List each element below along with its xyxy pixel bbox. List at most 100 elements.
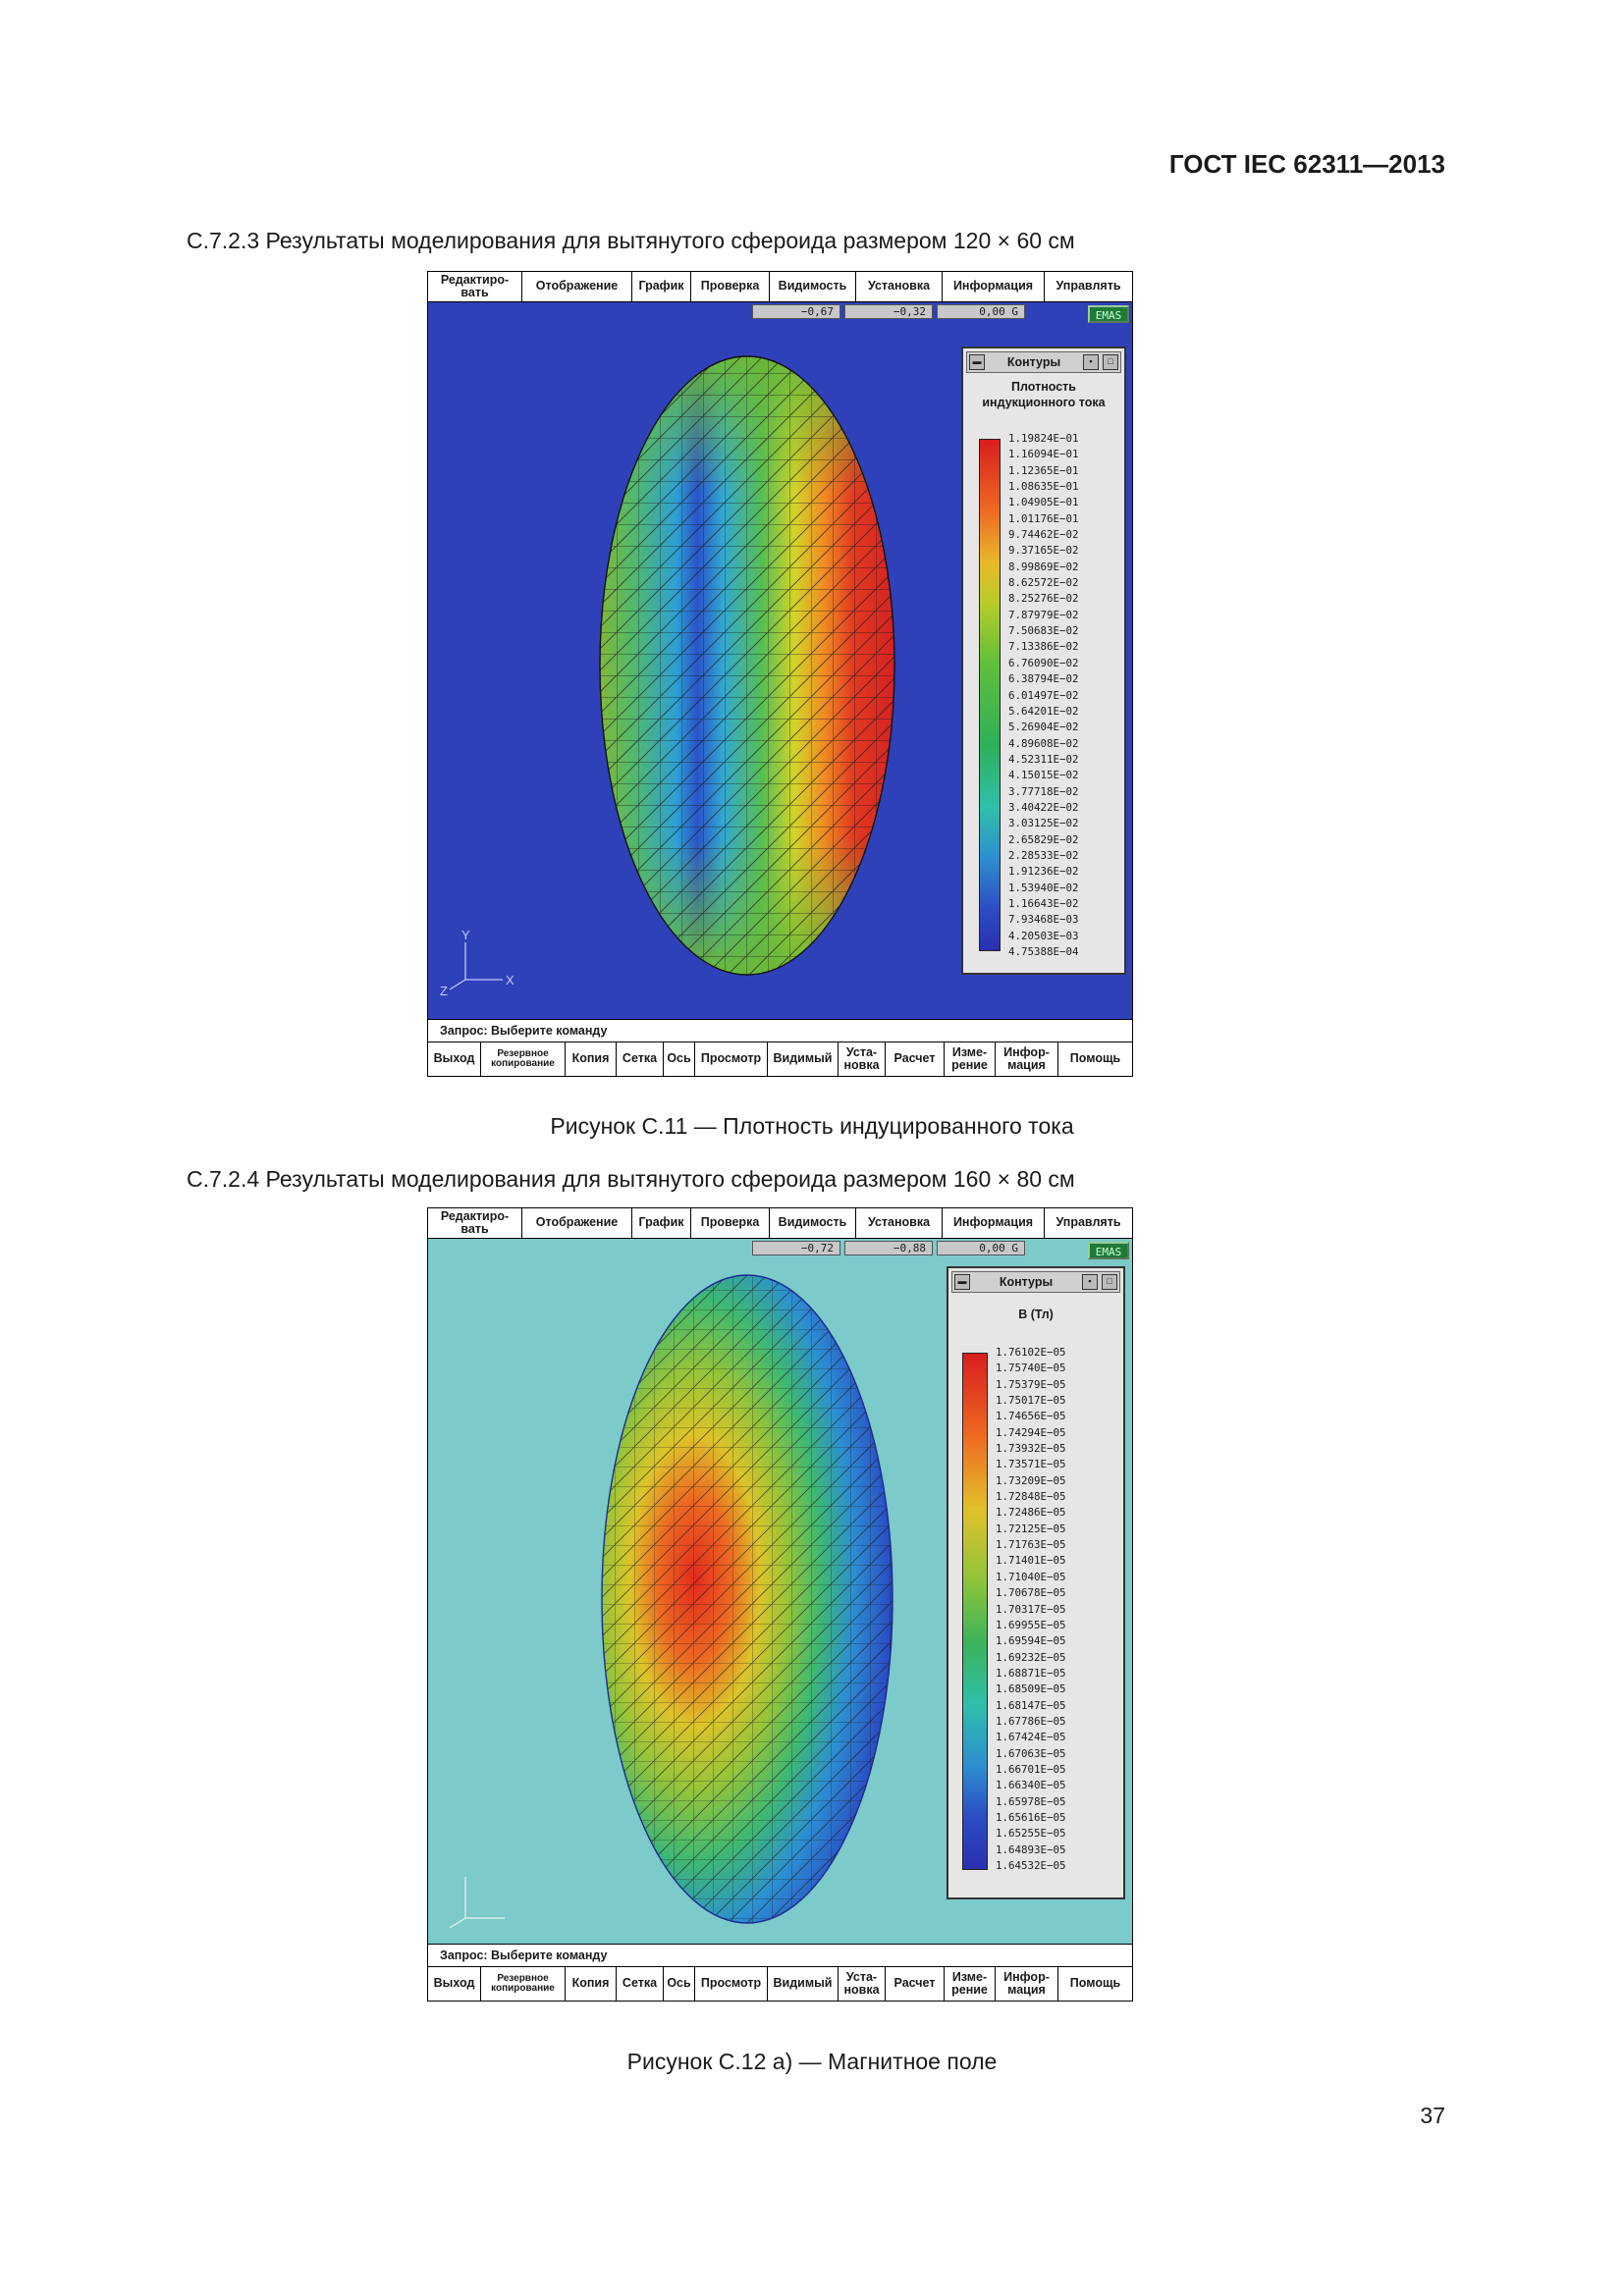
scale-label: 1.72848E−05 [996, 1490, 1066, 1504]
menu-visibility[interactable]: Видимость [770, 272, 856, 301]
color-scale: 1.76102E−05 1.75740E−05 1.75379E−05 1.75017… [962, 1345, 1066, 1874]
figure-caption-2: Рисунок С.12 а) — Магнитное поле [626, 2049, 998, 2074]
color-scale-bar [979, 439, 1001, 951]
menu-settings[interactable]: Установка [856, 1208, 943, 1238]
scale-label: 2.65829E−02 [1008, 832, 1079, 846]
scale-label: 1.01176E−01 [1008, 511, 1079, 525]
menu-graph[interactable]: График [632, 272, 691, 301]
cmd-setup-button[interactable]: Уста-новка [839, 1042, 886, 1076]
contours-panel: ▬ Контуры ▪ □ Плотность индукционного ток… [961, 347, 1126, 975]
cmd-calculate-button[interactable]: Расчет [886, 1042, 945, 1076]
menu-display[interactable]: Отображение [522, 272, 632, 301]
panel-menu-icon[interactable]: ▬ [969, 354, 985, 370]
scale-label: 1.71040E−05 [996, 1570, 1066, 1583]
axis-label-x: X [506, 973, 514, 988]
scale-label: 8.62572E−02 [1008, 576, 1079, 590]
menu-control[interactable]: Управлять [1056, 279, 1121, 294]
menu-bar: Редактиро-вать Отображение График Провер… [428, 272, 1132, 302]
color-scale: 1.19824E−01 1.16094E−01 1.12365E−01 1.08635… [979, 431, 1079, 960]
cmd-grid-button[interactable]: Сетка [617, 1967, 664, 2001]
cmd-info-button[interactable]: Инфор-мация [996, 1042, 1058, 1076]
cmd-backup-button[interactable]: Резервное копирование [481, 1967, 566, 2001]
section-heading-2: С.7.2.4 Результаты моделирования для выт… [187, 1166, 1075, 1192]
scale-label: 1.72486E−05 [996, 1506, 1066, 1520]
scale-label: 1.04905E−01 [1008, 496, 1079, 509]
scale-label: 1.73209E−05 [996, 1473, 1066, 1487]
menu-check[interactable]: Проверка [691, 272, 770, 301]
scale-label: 7.50683E−02 [1008, 624, 1079, 638]
viewport-3d[interactable]: −0,72 −0,88 0,00 G EMAS [428, 1239, 1132, 1945]
cmd-copy-button[interactable]: Копия [566, 1042, 617, 1076]
cmd-view-button[interactable]: Просмотр [695, 1967, 768, 2001]
menu-display[interactable]: Отображение [522, 1208, 632, 1238]
cmd-measure-button[interactable]: Изме-рение [945, 1967, 996, 2001]
scale-label: 1.66340E−05 [996, 1779, 1066, 1792]
menu-information[interactable]: Информация [943, 1208, 1045, 1238]
menu-graph[interactable]: График [632, 1208, 691, 1238]
coord-x: −0,67 [752, 304, 840, 319]
scale-label: 1.69232E−05 [996, 1650, 1066, 1664]
menu-control[interactable]: Управлять [1056, 1215, 1121, 1230]
cmd-visible-button[interactable]: Видимый [768, 1967, 839, 2001]
menu-check[interactable]: Проверка [691, 1208, 770, 1238]
viewport-3d[interactable]: −0,67 −0,32 0,00 G EMAS [428, 302, 1132, 1020]
axis-label-y: Y [461, 931, 470, 942]
emas-logo: EMAS [1088, 305, 1129, 323]
scale-label: 1.71401E−05 [996, 1554, 1066, 1568]
menu-edit[interactable]: Редактиро-вать [428, 1208, 522, 1238]
scale-label: 5.26904E−02 [1008, 721, 1079, 734]
cmd-backup-button[interactable]: Резервное копирование [481, 1042, 566, 1076]
cmd-visible-button[interactable]: Видимый [768, 1042, 839, 1076]
cmd-exit-button[interactable]: Выход [428, 1967, 481, 2001]
contours-panel-titlebar[interactable]: ▬ Контуры ▪ □ [951, 1271, 1120, 1293]
spheroid-mesh-current-density [599, 355, 895, 976]
menu-information[interactable]: Информация [943, 272, 1045, 301]
cmd-axis-button[interactable]: Ось [664, 1967, 695, 2001]
scale-label: 1.75017E−05 [996, 1394, 1066, 1408]
menu-edit[interactable]: Редактиро-вать [428, 272, 522, 301]
menu-settings[interactable]: Установка [856, 272, 943, 301]
quantity-title: B (Тл) [1018, 1308, 1054, 1321]
cmd-copy-button[interactable]: Копия [566, 1967, 617, 2001]
scale-label: 1.68147E−05 [996, 1698, 1066, 1712]
cmd-help-button[interactable]: Помощь [1069, 1976, 1121, 1991]
scale-label: 6.76090E−02 [1008, 656, 1079, 669]
panel-maximize-icon[interactable]: □ [1101, 1274, 1117, 1290]
cmd-help-button[interactable]: Помощь [1069, 1051, 1121, 1066]
color-scale-labels: 1.19824E−01 1.16094E−01 1.12365E−01 1.08635… [1008, 431, 1079, 960]
scale-label: 1.12365E−01 [1008, 463, 1079, 477]
menu-visibility[interactable]: Видимость [770, 1208, 856, 1238]
scale-label: 1.65255E−05 [996, 1827, 1066, 1841]
axis-label-z: Z [440, 984, 448, 998]
scale-label: 1.70317E−05 [996, 1602, 1066, 1616]
contours-panel-titlebar[interactable]: ▬ Контуры ▪ □ [966, 351, 1121, 373]
spheroid-mesh-magnetic-field [601, 1274, 893, 1924]
scale-label: 1.71763E−05 [996, 1538, 1066, 1552]
figure-caption-1: Рисунок С.11 — Плотность индуцированного… [550, 1113, 1074, 1139]
scale-label: 1.64893E−05 [996, 1842, 1066, 1856]
scale-label: 9.37165E−02 [1008, 544, 1079, 558]
panel-menu-icon[interactable]: ▬ [954, 1274, 970, 1290]
panel-minimize-icon[interactable]: ▪ [1082, 354, 1099, 370]
cmd-setup-button[interactable]: Уста-новка [839, 1967, 886, 2001]
cmd-measure-button[interactable]: Изме-рение [945, 1042, 996, 1076]
scale-label: 4.75388E−04 [1008, 945, 1079, 958]
cmd-calculate-button[interactable]: Расчет [886, 1967, 945, 2001]
scale-label: 4.15015E−02 [1008, 769, 1079, 782]
color-scale-labels: 1.76102E−05 1.75740E−05 1.75379E−05 1.75017… [996, 1345, 1066, 1874]
cmd-view-button[interactable]: Просмотр [695, 1042, 768, 1076]
panel-minimize-icon[interactable]: ▪ [1081, 1274, 1098, 1290]
cmd-grid-button[interactable]: Сетка [617, 1042, 664, 1076]
scale-label: 1.73932E−05 [996, 1442, 1066, 1456]
scale-label: 4.89608E−02 [1008, 736, 1079, 750]
scale-label: 1.69594E−05 [996, 1634, 1066, 1648]
cmd-exit-button[interactable]: Выход [428, 1042, 481, 1076]
scale-label: 1.16643E−02 [1008, 896, 1079, 910]
simulation-window-1: Редактиро-вать Отображение График Провер… [427, 271, 1133, 1077]
scale-label: 6.01497E−02 [1008, 688, 1079, 702]
panel-maximize-icon[interactable]: □ [1102, 354, 1118, 370]
scale-label: 2.28533E−02 [1008, 848, 1079, 862]
cmd-info-button[interactable]: Инфор-мация [996, 1967, 1058, 2001]
cmd-axis-button[interactable]: Ось [664, 1042, 695, 1076]
scale-label: 1.70678E−05 [996, 1586, 1066, 1600]
